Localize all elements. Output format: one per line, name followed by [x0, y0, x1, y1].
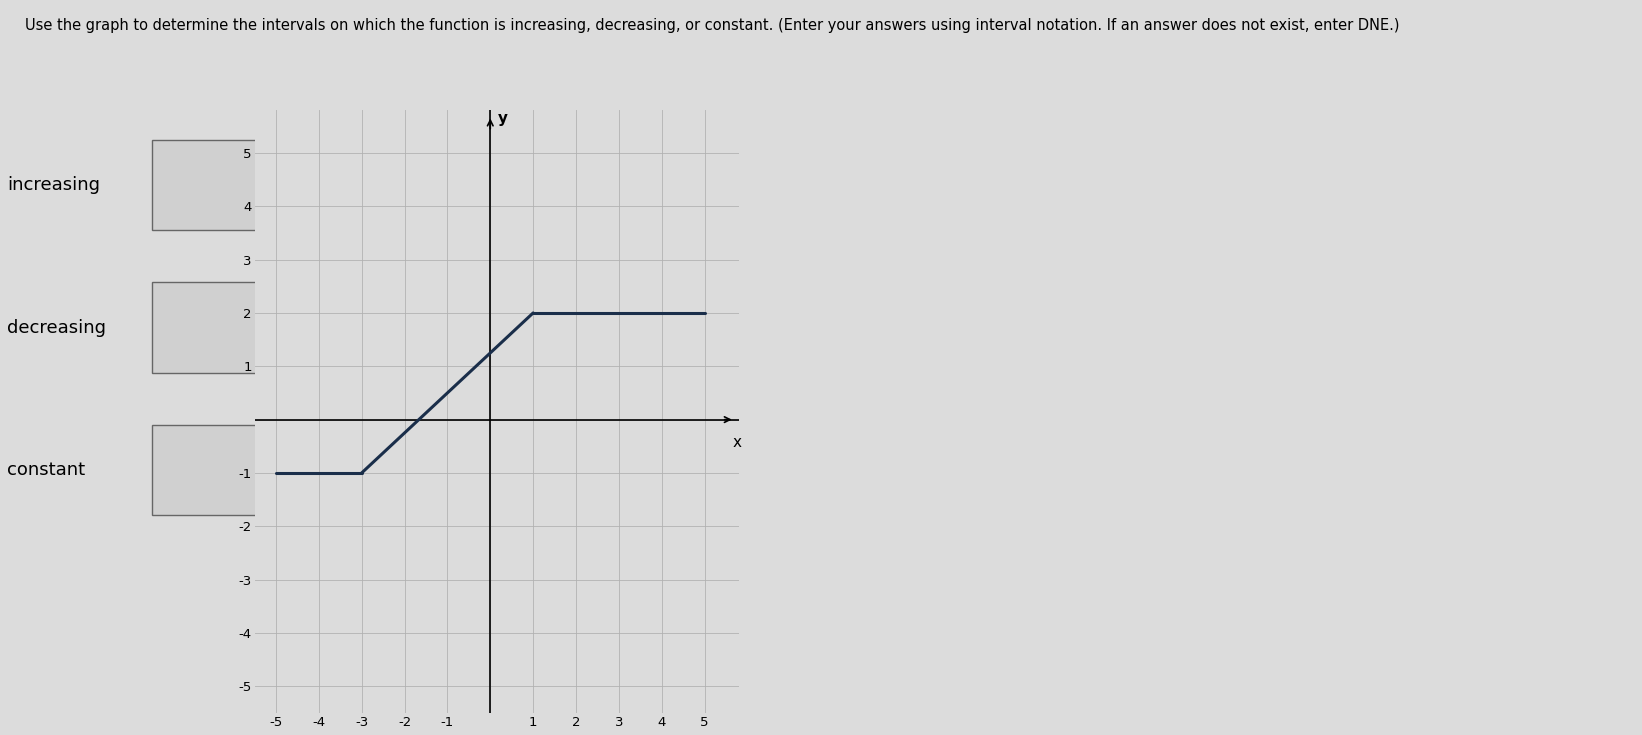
FancyBboxPatch shape: [151, 140, 332, 231]
Text: decreasing: decreasing: [7, 318, 107, 337]
Text: increasing: increasing: [7, 176, 100, 194]
FancyBboxPatch shape: [151, 282, 332, 373]
Text: y: y: [498, 111, 507, 126]
FancyBboxPatch shape: [151, 425, 332, 515]
Text: x: x: [732, 434, 742, 450]
Text: constant: constant: [7, 461, 85, 478]
Text: Use the graph to determine the intervals on which the function is increasing, de: Use the graph to determine the intervals…: [25, 18, 1399, 33]
